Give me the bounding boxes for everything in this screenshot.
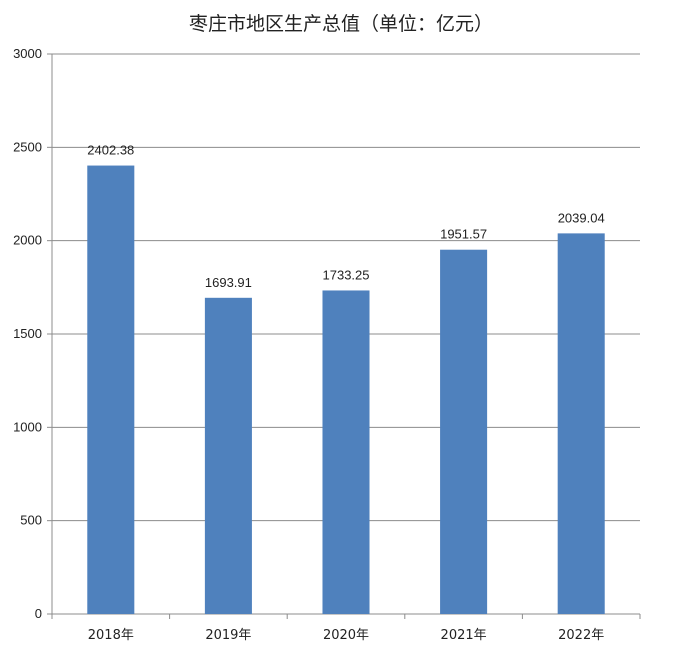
- y-tick-label: 500: [20, 513, 42, 528]
- bars: [87, 165, 605, 615]
- x-tick-label: 2021年: [441, 628, 487, 643]
- y-tick-label: 0: [35, 606, 42, 621]
- x-tick-label: 2018年: [88, 628, 134, 643]
- data-label: 1951.57: [440, 227, 487, 242]
- bar-2021年: [440, 249, 488, 614]
- data-label: 1693.91: [205, 275, 252, 290]
- x-axis-ticks: 2018年 2019年 2020年 2021年 2022年: [88, 628, 604, 643]
- y-tick-label: 2000: [13, 233, 42, 248]
- x-tick-label: 2020年: [323, 628, 369, 643]
- bar-2022年: [557, 233, 605, 614]
- bar-2020年: [322, 290, 370, 614]
- y-tick-label: 1500: [13, 326, 42, 341]
- data-label: 1733.25: [323, 267, 370, 282]
- data-label: 2039.04: [558, 210, 605, 225]
- x-tick-label: 2019年: [205, 628, 251, 643]
- y-tick-label: 3000: [13, 46, 42, 61]
- bar-2019年: [204, 297, 252, 614]
- y-tick-label: 1000: [13, 419, 42, 434]
- data-label: 2402.38: [87, 143, 134, 158]
- y-axis-ticks: 0 500 1000 1500 2000 2500 3000: [13, 46, 42, 621]
- x-tick-label: 2022年: [558, 628, 604, 643]
- y-tick-label: 2500: [13, 139, 42, 154]
- data-labels: 2402.38 1693.91 1733.25 1951.57 2039.04: [87, 143, 604, 290]
- bar-2018年: [87, 165, 135, 615]
- chart-title: 枣庄市地区生产总值（单位：亿元）: [189, 13, 493, 35]
